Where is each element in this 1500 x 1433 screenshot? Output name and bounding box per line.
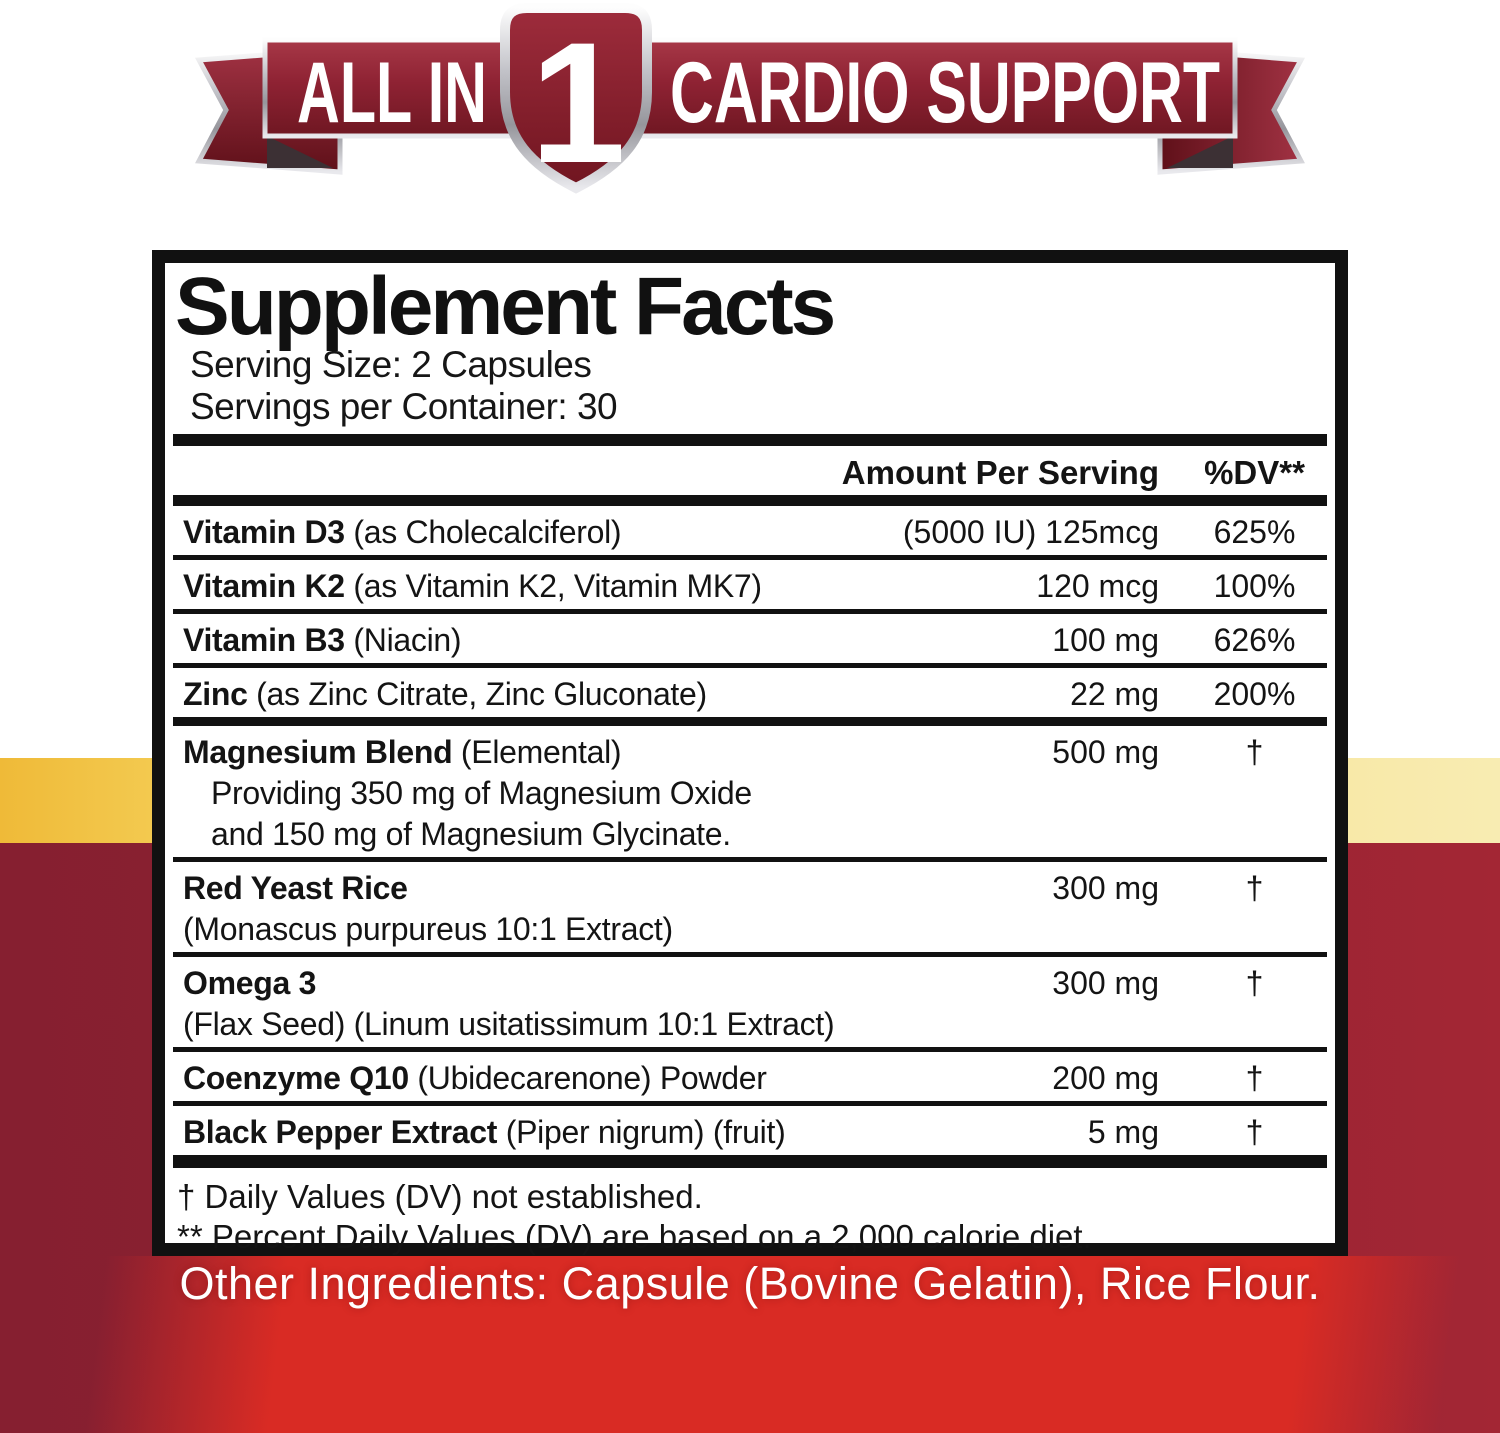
ingredient-dv: †: [1245, 870, 1264, 906]
ingredient-dv: †: [1245, 965, 1264, 1001]
table-row: Coenzyme Q10 (Ubidecarenone) Powder 200 …: [173, 1052, 1327, 1106]
ribbon-left-fold-icon: [267, 136, 333, 168]
ingredient-desc: (as Cholecalciferol): [344, 514, 622, 550]
ingredient-name: Vitamin D3: [183, 514, 345, 550]
banner-ribbon: ALL IN CARDIO SUPPORT 1: [194, 3, 1306, 199]
ingredient-amount: 500 mg: [1052, 734, 1159, 770]
ingredient-desc: (Elemental): [452, 734, 622, 770]
table-row: Omega 3 (Flax Seed) (Linum usitatissimum…: [173, 957, 1327, 1052]
ribbon-band: [262, 37, 1238, 139]
ingredient-subline: and 150 mg of Magnesium Glycinate.: [211, 816, 731, 852]
ingredient-dv: †: [1245, 734, 1264, 770]
ingredient-desc: (as Vitamin K2, Vitamin MK7): [344, 568, 762, 604]
ingredient-amount: 22 mg: [1070, 676, 1159, 712]
ingredient-dv: †: [1245, 1114, 1264, 1150]
divider-bar: [173, 1155, 1327, 1168]
ingredient-amount: 200 mg: [1052, 1060, 1159, 1096]
shield-icon: [500, 3, 652, 194]
servings-per-container: Servings per Container: 30: [190, 386, 618, 427]
ingredient-dv: †: [1245, 1060, 1264, 1096]
ingredient-name: Vitamin K2: [183, 568, 345, 604]
ingredient-desc: (Piper nigrum) (fruit): [497, 1114, 786, 1150]
ingredient-name: Omega 3: [183, 965, 317, 1001]
table-row: Magnesium Blend (Elemental) Providing 35…: [173, 726, 1327, 862]
ingredient-amount: 100 mg: [1052, 622, 1159, 658]
table-row: Red Yeast Rice (Monascus purpureus 10:1 …: [173, 862, 1327, 957]
shield-number: 1: [530, 7, 626, 199]
ingredient-name: Black Pepper Extract: [183, 1114, 498, 1150]
ingredient-amount: 5 mg: [1087, 1114, 1159, 1150]
ingredient-subline: (Monascus purpureus 10:1 Extract): [183, 911, 673, 947]
other-ingredients: Other Ingredients: Capsule (Bovine Gelat…: [179, 1258, 1321, 1309]
table-header-row: Amount Per Serving %DV**: [173, 446, 1327, 506]
table-row: Vitamin D3 (as Cholecalciferol) (5000 IU…: [173, 506, 1327, 560]
column-header-amount: Amount Per Serving: [841, 454, 1159, 491]
ingredient-name: Red Yeast Rice: [183, 870, 408, 906]
bright-red-panel: [0, 1256, 1500, 1433]
ingredient-name: Coenzyme Q10: [183, 1060, 409, 1096]
ribbon-right-fold-icon: [1167, 136, 1233, 168]
ingredient-amount: (5000 IU) 125mcg: [902, 514, 1159, 550]
table-row: Vitamin B3 (Niacin) 100 mg 626%: [173, 614, 1327, 668]
table-row: Black Pepper Extract (Piper nigrum) (fru…: [173, 1106, 1327, 1155]
footnote-daily-values: † Daily Values (DV) not established.: [177, 1178, 703, 1215]
ingredient-dv: 100%: [1213, 568, 1296, 604]
footnote-percent-dv: ** Percent Daily Values (DV) are based o…: [177, 1218, 1092, 1255]
ingredient-desc: (Niacin): [344, 622, 462, 658]
ingredient-amount: 300 mg: [1052, 965, 1159, 1001]
banner-right-text: CARDIO SUPPORT: [670, 45, 1220, 141]
supplement-facts-panel: Supplement Facts Serving Size: 2 Capsule…: [152, 250, 1348, 1256]
ingredient-subline: Providing 350 mg of Magnesium Oxide: [211, 775, 752, 811]
ingredient-subline: (Flax Seed) (Linum usitatissimum 10:1 Ex…: [183, 1006, 835, 1042]
ingredient-name: Vitamin B3: [183, 622, 345, 658]
table-row: Vitamin K2 (as Vitamin K2, Vitamin MK7) …: [173, 560, 1327, 614]
ingredient-desc: (Ubidecarenone) Powder: [408, 1060, 767, 1096]
ingredient-name: Magnesium Blend: [183, 734, 453, 770]
ingredient-desc: (as Zinc Citrate, Zinc Gluconate): [247, 676, 707, 712]
divider-bar: [173, 434, 1327, 446]
serving-size: Serving Size: 2 Capsules: [190, 344, 592, 385]
page-title: Supplement Facts: [175, 261, 836, 352]
ingredient-amount: 120 mcg: [1036, 568, 1159, 604]
banner-left-text: ALL IN: [297, 45, 487, 141]
ingredient-name: Zinc: [183, 676, 248, 712]
ingredient-dv: 625%: [1213, 514, 1296, 550]
ingredient-amount: 300 mg: [1052, 870, 1159, 906]
ingredient-dv: 626%: [1213, 622, 1296, 658]
table-row: Zinc (as Zinc Citrate, Zinc Gluconate) 2…: [173, 668, 1327, 726]
column-header-dv: %DV**: [1204, 454, 1305, 491]
ingredient-dv: 200%: [1213, 676, 1296, 712]
